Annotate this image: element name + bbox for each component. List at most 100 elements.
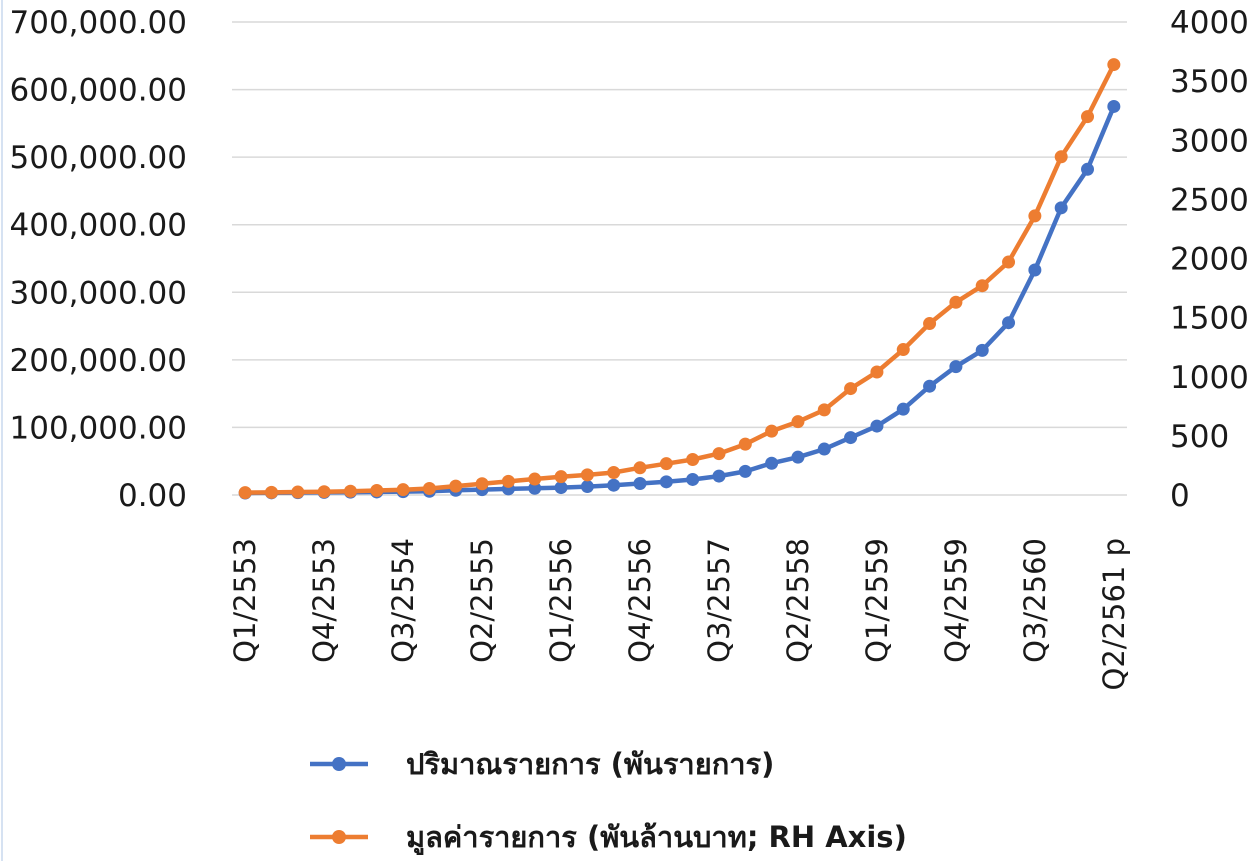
data-point (949, 360, 963, 374)
data-point (949, 295, 963, 309)
left-axis-tick-label: 200,000.00 (10, 343, 188, 379)
x-axis-tick-label: Q3/2557 (702, 538, 736, 663)
right-axis-tick-label: 0 (1170, 478, 1190, 514)
data-point (1054, 150, 1068, 164)
legend-label: ปริมาณรายการ (พันรายการ) (406, 747, 774, 781)
data-point (396, 483, 410, 497)
x-axis-tick-label: Q2/2555 (465, 538, 499, 663)
series-line (242, 104, 1117, 496)
data-point (1028, 263, 1042, 277)
data-point (923, 379, 937, 393)
data-point (712, 469, 726, 483)
data-point (738, 437, 752, 451)
data-point (580, 468, 594, 482)
x-axis-ticks: Q1/2553 Q4/2553 Q3/2554 Q2/2555 Q1/2556 Q4/25… (228, 538, 1131, 690)
data-point (975, 279, 989, 293)
x-axis-tick-label: Q3/2560 (1018, 538, 1052, 663)
data-point (817, 403, 831, 417)
data-point (896, 343, 910, 357)
left-axis-tick-label: 0.00 (118, 478, 187, 514)
data-point (1028, 209, 1042, 223)
data-point (1107, 99, 1121, 113)
x-axis-tick-label: Q4/2556 (623, 538, 657, 663)
x-axis-tick-label: Q4/2553 (307, 538, 341, 663)
data-point (686, 453, 700, 467)
data-point (1081, 162, 1095, 176)
right-axis-ticks: 0 500 1000 1500 2000 2500 3000 3500 4000 (1170, 5, 1249, 514)
data-point (1002, 316, 1016, 330)
data-point (738, 464, 752, 478)
left-edge-border (1, 0, 3, 861)
data-point (370, 484, 384, 498)
left-axis-tick-label: 700,000.00 (10, 5, 188, 41)
data-point (896, 402, 910, 416)
right-axis-tick-label: 2000 (1170, 242, 1249, 278)
series-1 (238, 99, 1121, 500)
data-point (501, 474, 515, 488)
x-axis-tick-label: Q2/2561 p (1097, 538, 1131, 690)
data-point (765, 456, 779, 470)
right-axis-tick-label: 4000 (1170, 5, 1249, 41)
left-axis-tick-label: 500,000.00 (10, 140, 188, 176)
data-point (554, 470, 568, 484)
data-point (317, 485, 331, 499)
data-point (712, 447, 726, 461)
left-axis-tick-label: 300,000.00 (10, 275, 188, 311)
x-axis-tick-label: Q2/2558 (781, 538, 815, 663)
series-line (242, 62, 1117, 495)
data-point (975, 343, 989, 357)
data-point (870, 365, 884, 379)
x-axis-tick-label: Q1/2559 (860, 538, 894, 663)
right-axis-tick-label: 500 (1170, 419, 1229, 455)
data-point (422, 481, 436, 495)
right-axis-tick-label: 1500 (1170, 301, 1249, 337)
data-point (817, 442, 831, 456)
legend-swatch-marker (332, 757, 346, 771)
data-point (844, 382, 858, 396)
data-point (607, 466, 621, 480)
series-2 (238, 58, 1121, 500)
left-axis-tick-label: 400,000.00 (10, 208, 188, 244)
data-point (686, 472, 700, 486)
data-point (1107, 58, 1121, 72)
legend: ปริมาณรายการ (พันรายการ) มูลค่ารายการ (พั… (310, 747, 907, 855)
data-point (923, 317, 937, 331)
x-axis-tick-label: Q4/2559 (939, 538, 973, 663)
data-point (264, 485, 278, 499)
legend-swatch-marker (332, 830, 346, 844)
data-point (844, 431, 858, 445)
gridlines (232, 21, 1127, 496)
data-point (870, 419, 884, 433)
data-point (343, 484, 357, 498)
left-axis-tick-label: 100,000.00 (10, 410, 188, 446)
data-point (633, 461, 647, 475)
data-point (528, 472, 542, 486)
data-point (449, 479, 463, 493)
data-point (791, 450, 805, 464)
data-point (475, 477, 489, 491)
right-axis-tick-label: 1000 (1170, 360, 1249, 396)
right-axis-tick-label: 3000 (1170, 123, 1249, 159)
right-axis-tick-label: 3500 (1170, 64, 1249, 100)
data-point (607, 478, 621, 492)
data-point (1002, 255, 1016, 269)
data-point (554, 481, 568, 495)
legend-label: มูลค่ารายการ (พันล้านบาท; RH Axis) (406, 820, 907, 855)
left-axis-ticks: 0.00 100,000.00 200,000.00 300,000.00 400,00… (10, 5, 188, 514)
data-point (1081, 110, 1095, 124)
x-axis-tick-label: Q1/2556 (544, 538, 578, 663)
series-layer (238, 58, 1121, 500)
x-axis-tick-label: Q1/2553 (228, 538, 262, 663)
x-axis-tick-label: Q3/2554 (386, 538, 420, 663)
data-point (791, 415, 805, 429)
data-point (659, 475, 673, 489)
data-point (528, 481, 542, 495)
data-point (580, 480, 594, 494)
data-point (633, 477, 647, 491)
data-point (659, 457, 673, 471)
data-point (291, 485, 305, 499)
right-axis-tick-label: 2500 (1170, 182, 1249, 218)
data-point (238, 486, 252, 500)
left-axis-tick-label: 600,000.00 (10, 73, 188, 109)
